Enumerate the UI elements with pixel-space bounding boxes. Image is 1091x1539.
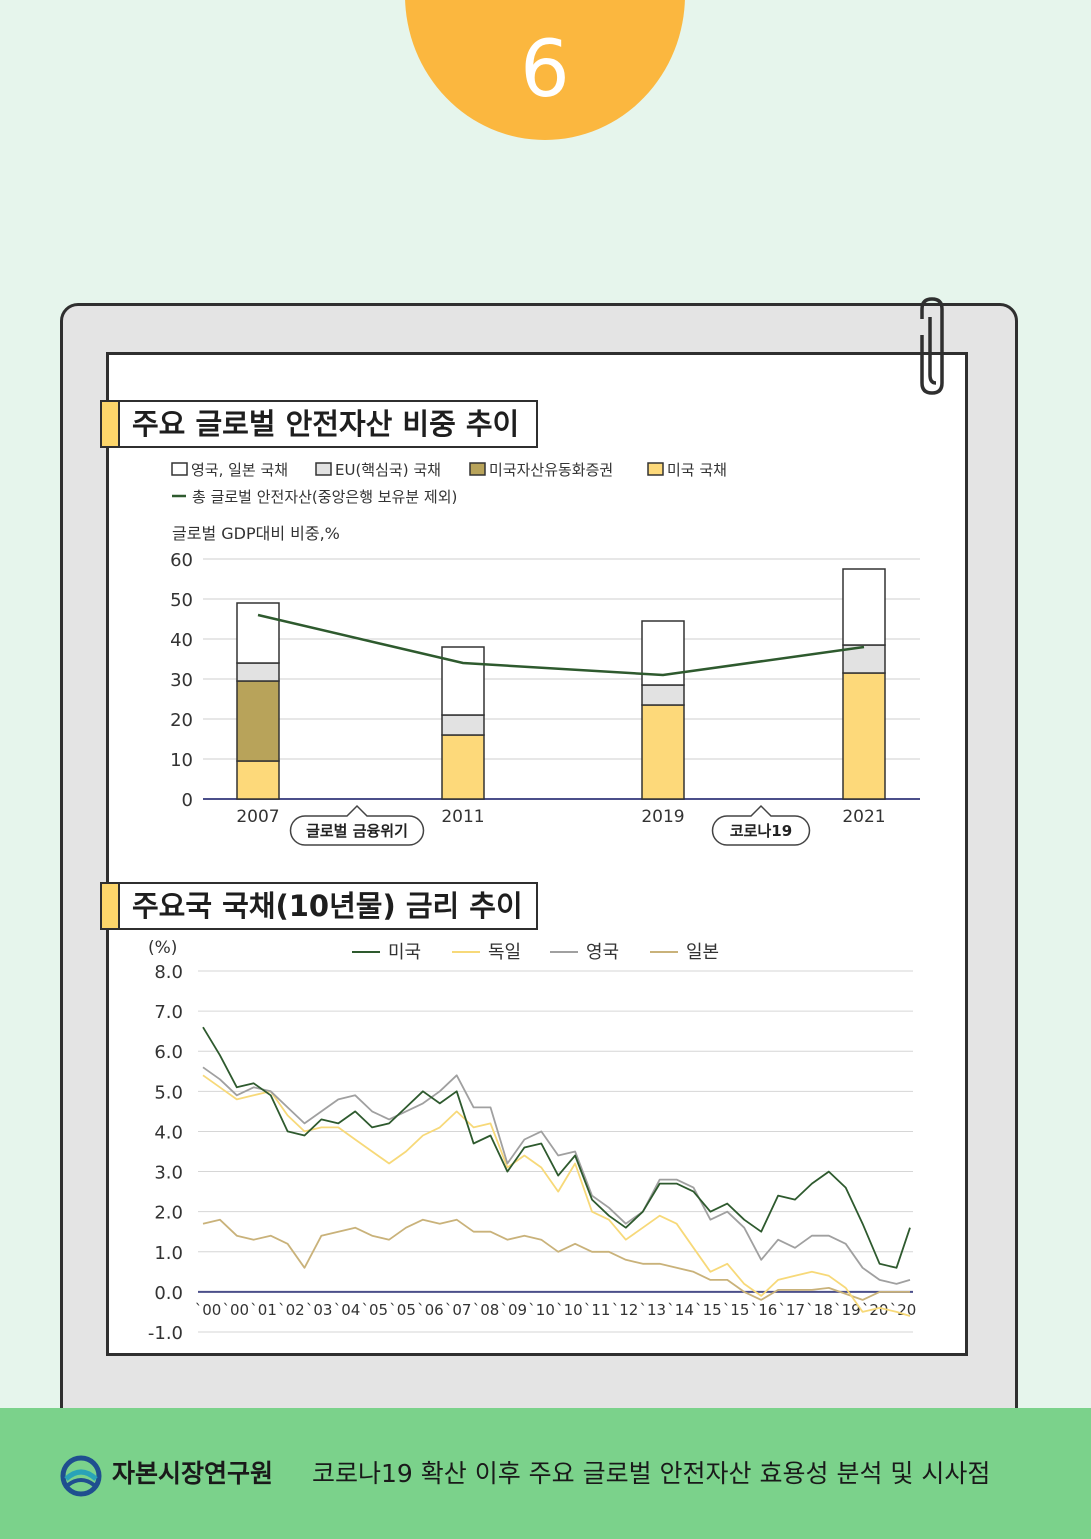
institute-name: 자본시장연구원 bbox=[112, 1459, 274, 1488]
legend-label: 독일 bbox=[488, 942, 521, 963]
y-tick-label: 10 bbox=[170, 750, 193, 771]
legend-label: 영국 bbox=[586, 942, 619, 963]
y-tick-label: 30 bbox=[170, 670, 193, 691]
x-tick-label: `13 bbox=[640, 1301, 667, 1319]
y-tick-label: 4.0 bbox=[154, 1122, 183, 1143]
x-tick-label: `04 bbox=[334, 1301, 361, 1319]
y-tick-label: 3.0 bbox=[154, 1163, 183, 1184]
x-tick-label: `14 bbox=[667, 1301, 694, 1319]
legend-swatch bbox=[469, 462, 486, 476]
y-tick-label: 40 bbox=[170, 630, 193, 651]
annotation-label: 코로나19 bbox=[730, 822, 792, 840]
x-tick-label: `06 bbox=[417, 1301, 444, 1319]
chart2-title: 주요국 국채(10년물) 금리 추이 bbox=[132, 889, 523, 923]
bar-segment bbox=[441, 646, 485, 716]
bond-yield-chart: (%) 8.0 7.0 6.0 5.0 4.0 3.0 2.0 1.0 0.0 -1.0 `00 `00… bbox=[148, 938, 917, 1344]
x-tick-label: 2007 bbox=[236, 807, 279, 827]
x-tick-label: `03 bbox=[306, 1301, 333, 1319]
x-tick-label: `10 bbox=[556, 1301, 583, 1319]
legend-label: EU(핵심국) 국채 bbox=[335, 461, 441, 479]
y-tick-label: 1.0 bbox=[154, 1243, 183, 1264]
x-tick-label: `00 bbox=[223, 1301, 250, 1319]
total-safe-asset-line bbox=[257, 613, 865, 677]
bar-segment bbox=[842, 568, 886, 646]
legend-label: 일본 bbox=[686, 942, 719, 963]
x-tick-label: `05 bbox=[389, 1301, 416, 1319]
y-tick-label: 2.0 bbox=[154, 1203, 183, 1224]
annotation-label: 글로벌 금융위기 bbox=[306, 822, 408, 840]
y-tick-label: 50 bbox=[170, 590, 193, 611]
sheet bbox=[106, 352, 968, 1356]
annotation-bubble bbox=[711, 804, 811, 846]
legend-swatch bbox=[647, 462, 664, 476]
x-tick-label: `16 bbox=[751, 1301, 778, 1319]
x-tick-label: `20 bbox=[890, 1301, 917, 1319]
y-tick-label: 0 bbox=[182, 790, 193, 811]
legend-label: 미국자산유동화증권 bbox=[489, 461, 613, 479]
x-tick-label: `11 bbox=[584, 1301, 611, 1319]
period-annotation: 글로벌 금융위기 bbox=[289, 804, 425, 846]
bar-segment bbox=[236, 602, 280, 664]
x-tick-label: `01 bbox=[250, 1301, 277, 1319]
series-line bbox=[202, 1218, 910, 1301]
x-tick-label: `00 bbox=[195, 1301, 222, 1319]
x-tick-label: `02 bbox=[278, 1301, 305, 1319]
x-tick-label: `09 bbox=[501, 1301, 528, 1319]
x-tick-label: `05 bbox=[362, 1301, 389, 1319]
x-tick-label: `12 bbox=[612, 1301, 639, 1319]
y-tick-label: 20 bbox=[170, 710, 193, 731]
legend-label: 총 글로벌 안전자산(중앙은행 보유분 제외) bbox=[192, 488, 457, 506]
y-tick-label: 6.0 bbox=[154, 1042, 183, 1063]
x-tick-label: `10 bbox=[528, 1301, 555, 1319]
y-axis-label: (%) bbox=[148, 938, 177, 958]
y-tick-label: 5.0 bbox=[154, 1082, 183, 1103]
bar-segment bbox=[236, 760, 280, 800]
chart1-title: 주요 글로벌 안전자산 비중 추이 bbox=[132, 407, 520, 441]
title-accent-bar bbox=[100, 882, 120, 930]
x-tick-label: `20 bbox=[862, 1301, 889, 1319]
title-accent-bar bbox=[100, 400, 120, 448]
legend-label: 미국 bbox=[388, 942, 421, 963]
y-axis-label: 글로벌 GDP대비 비중,% bbox=[172, 524, 340, 543]
y-tick-label: 7.0 bbox=[154, 1002, 183, 1023]
x-tick-label: `15 bbox=[695, 1301, 722, 1319]
y-tick-label: 0.0 bbox=[154, 1283, 183, 1304]
series-line bbox=[202, 1026, 911, 1269]
x-tick-label: 2011 bbox=[441, 807, 484, 827]
report-title: 코로나19 확산 이후 주요 글로벌 안전자산 효용성 분석 및 시사점 bbox=[312, 1459, 991, 1488]
bar-segment bbox=[842, 672, 886, 800]
y-tick-label: 8.0 bbox=[154, 962, 183, 983]
y-tick-label: -1.0 bbox=[148, 1323, 183, 1344]
paperclip-icon bbox=[920, 297, 944, 395]
x-tick-label: `15 bbox=[723, 1301, 750, 1319]
footer: 자본시장연구원 코로나19 확산 이후 주요 글로벌 안전자산 효용성 분석 및… bbox=[0, 1408, 1091, 1539]
legend-label: 미국 국채 bbox=[667, 461, 727, 479]
annotation-bubble bbox=[289, 804, 425, 846]
x-tick-label: `19 bbox=[834, 1301, 861, 1319]
y-tick-label: 60 bbox=[170, 550, 193, 571]
bar-segment bbox=[236, 680, 280, 762]
x-tick-label: `07 bbox=[445, 1301, 472, 1319]
x-tick-label: 2019 bbox=[641, 807, 684, 827]
legend-label: 영국, 일본 국채 bbox=[191, 461, 288, 479]
chart2-title-box: 주요국 국채(10년물) 금리 추이 bbox=[100, 882, 538, 930]
legend-swatch bbox=[315, 462, 332, 476]
x-tick-label: `17 bbox=[779, 1301, 806, 1319]
x-tick-label: `18 bbox=[806, 1301, 833, 1319]
legend-swatch bbox=[171, 462, 188, 476]
period-annotation: 코로나19 bbox=[711, 804, 811, 846]
series-line bbox=[202, 1074, 911, 1317]
x-tick-label: `08 bbox=[473, 1301, 500, 1319]
series-line bbox=[202, 1066, 911, 1285]
page-number: 6 bbox=[520, 25, 570, 115]
bar-segment bbox=[641, 704, 685, 800]
safe-asset-share-chart: 영국, 일본 국채 EU(핵심국) 국채 미국자산유동화증권 미국 국채총 글로벌 안… bbox=[170, 461, 920, 846]
bar-segment bbox=[441, 734, 485, 800]
x-tick-label: 2021 bbox=[842, 807, 885, 827]
chart1-title-box: 주요 글로벌 안전자산 비중 추이 bbox=[100, 400, 538, 448]
institute-logo-icon bbox=[60, 1455, 102, 1497]
